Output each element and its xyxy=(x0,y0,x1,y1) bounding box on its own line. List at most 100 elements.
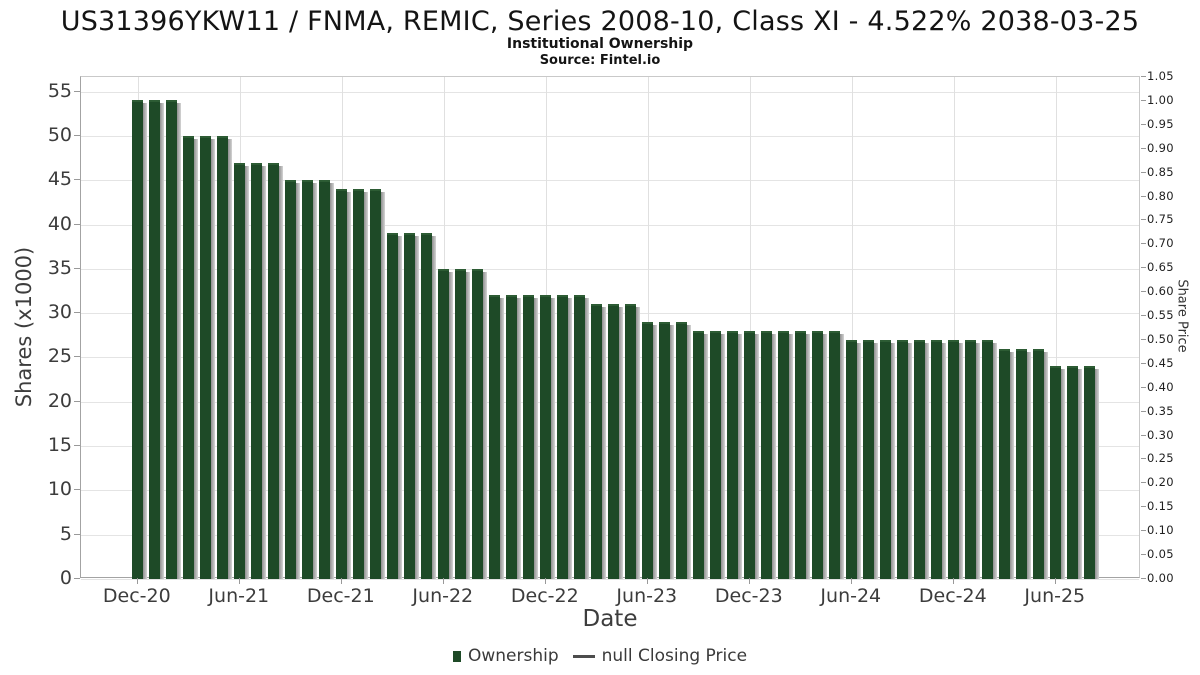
bar-shadow xyxy=(619,307,624,579)
bar-shadow xyxy=(1010,351,1015,579)
bar-shadow xyxy=(670,325,675,579)
bar-Apr-22[interactable] xyxy=(404,233,420,579)
y-axis-label-right: Share Price xyxy=(1174,279,1190,353)
bar-Mar-22[interactable] xyxy=(387,233,403,579)
bar-Sep-22[interactable] xyxy=(489,295,505,579)
bar-fill xyxy=(1050,366,1062,579)
bar-Jun-22[interactable] xyxy=(438,268,454,579)
right-y-axis-tick-label: 0.15 xyxy=(1147,499,1174,514)
bar-Mar-25[interactable] xyxy=(999,348,1015,579)
right-y-axis-tick-label: 0.90 xyxy=(1147,140,1174,155)
bar-shadow xyxy=(466,271,471,579)
bar-Dec-20[interactable] xyxy=(132,100,148,579)
bar-Nov-24[interactable] xyxy=(931,339,947,579)
bar-Mar-21[interactable] xyxy=(183,135,199,579)
bar-Jun-25[interactable] xyxy=(1050,366,1066,579)
bar-Oct-23[interactable] xyxy=(710,330,726,579)
bar-Jul-24[interactable] xyxy=(863,339,879,579)
bar-Jan-23[interactable] xyxy=(557,295,573,579)
bar-Aug-22[interactable] xyxy=(472,268,488,579)
bar-shadow xyxy=(653,325,658,579)
bar-Jan-21[interactable] xyxy=(149,100,165,579)
bar-Aug-25[interactable] xyxy=(1084,366,1100,579)
bar-shadow xyxy=(194,138,199,579)
right-y-axis-tick-label: 0.05 xyxy=(1147,547,1174,562)
bar-Feb-24[interactable] xyxy=(778,330,794,579)
bar-fill xyxy=(234,162,246,579)
bar-fill xyxy=(1067,366,1079,579)
bar-fill xyxy=(914,339,926,579)
bar-Nov-23[interactable] xyxy=(727,330,743,579)
bar-Sep-23[interactable] xyxy=(693,330,709,579)
right-y-axis-tick-label: 0.60 xyxy=(1147,284,1174,299)
bar-Apr-24[interactable] xyxy=(812,330,828,579)
bar-Jul-23[interactable] xyxy=(659,322,675,579)
right-y-axis-tick xyxy=(1141,315,1146,317)
bar-shadow xyxy=(840,333,845,579)
bar-Sep-21[interactable] xyxy=(285,180,301,579)
bar-Feb-25[interactable] xyxy=(982,339,998,579)
bar-fill xyxy=(795,330,807,579)
bar-Aug-24[interactable] xyxy=(880,339,896,579)
bar-Feb-22[interactable] xyxy=(370,189,386,579)
plot-area xyxy=(80,76,1140,580)
bar-Oct-24[interactable] xyxy=(914,339,930,579)
bar-Jun-21[interactable] xyxy=(234,162,250,579)
y-axis-tick-label: 0 xyxy=(59,567,72,589)
bar-fill xyxy=(217,135,229,579)
bar-Apr-25[interactable] xyxy=(1016,348,1032,579)
y-axis-tick xyxy=(74,223,80,225)
x-axis-tick xyxy=(238,578,240,584)
x-axis-tick xyxy=(952,578,954,584)
x-axis-tick xyxy=(544,578,546,584)
bar-Jan-25[interactable] xyxy=(965,339,981,579)
bar-Aug-21[interactable] xyxy=(268,162,284,579)
bar-shadow xyxy=(806,333,811,579)
bar-Dec-21[interactable] xyxy=(336,189,352,579)
bar-Jul-22[interactable] xyxy=(455,268,471,579)
bar-Feb-21[interactable] xyxy=(166,100,182,579)
bar-Feb-23[interactable] xyxy=(574,295,590,579)
bar-Jan-24[interactable] xyxy=(761,330,777,579)
bar-Jun-23[interactable] xyxy=(642,322,658,579)
x-axis-tick xyxy=(748,578,750,584)
bar-Nov-21[interactable] xyxy=(319,180,335,579)
bar-Oct-21[interactable] xyxy=(302,180,318,579)
bar-Oct-22[interactable] xyxy=(506,295,522,579)
bar-shadow xyxy=(738,333,743,579)
bar-Jul-25[interactable] xyxy=(1067,366,1083,579)
bar-May-25[interactable] xyxy=(1033,348,1049,579)
bar-Jun-24[interactable] xyxy=(846,339,862,579)
x-axis-tick-label: Jun-21 xyxy=(208,585,270,607)
bar-fill xyxy=(931,339,943,579)
right-y-axis-tick xyxy=(1141,434,1146,436)
right-y-axis-tick-label: 0.95 xyxy=(1147,116,1174,131)
bar-fill xyxy=(268,162,280,579)
bar-Dec-24[interactable] xyxy=(948,339,964,579)
h-gridline xyxy=(81,135,1139,137)
legend-item-closing-price[interactable]: null Closing Price xyxy=(572,646,747,666)
legend-item-ownership[interactable]: Ownership xyxy=(452,646,559,666)
bar-Jul-21[interactable] xyxy=(251,162,267,579)
x-axis-tick-label: Dec-23 xyxy=(714,585,783,607)
bar-May-24[interactable] xyxy=(829,330,845,579)
bar-fill xyxy=(625,304,637,579)
bar-Aug-23[interactable] xyxy=(676,322,692,579)
bar-Mar-23[interactable] xyxy=(591,304,607,579)
right-y-axis-tick-label: 0.70 xyxy=(1147,236,1174,251)
bar-May-22[interactable] xyxy=(421,233,437,579)
bar-Apr-23[interactable] xyxy=(608,304,624,579)
bar-May-23[interactable] xyxy=(625,304,641,579)
bar-Dec-22[interactable] xyxy=(540,295,556,579)
bar-Sep-24[interactable] xyxy=(897,339,913,579)
bar-May-21[interactable] xyxy=(217,135,233,579)
bar-Dec-23[interactable] xyxy=(744,330,760,579)
bar-Apr-21[interactable] xyxy=(200,135,216,579)
bar-fill xyxy=(965,339,977,579)
bar-Nov-22[interactable] xyxy=(523,295,539,579)
bar-Mar-24[interactable] xyxy=(795,330,811,579)
bar-Jan-22[interactable] xyxy=(353,189,369,579)
bar-shadow xyxy=(721,333,726,579)
bar-shadow xyxy=(211,138,216,579)
bar-shadow xyxy=(262,165,267,579)
